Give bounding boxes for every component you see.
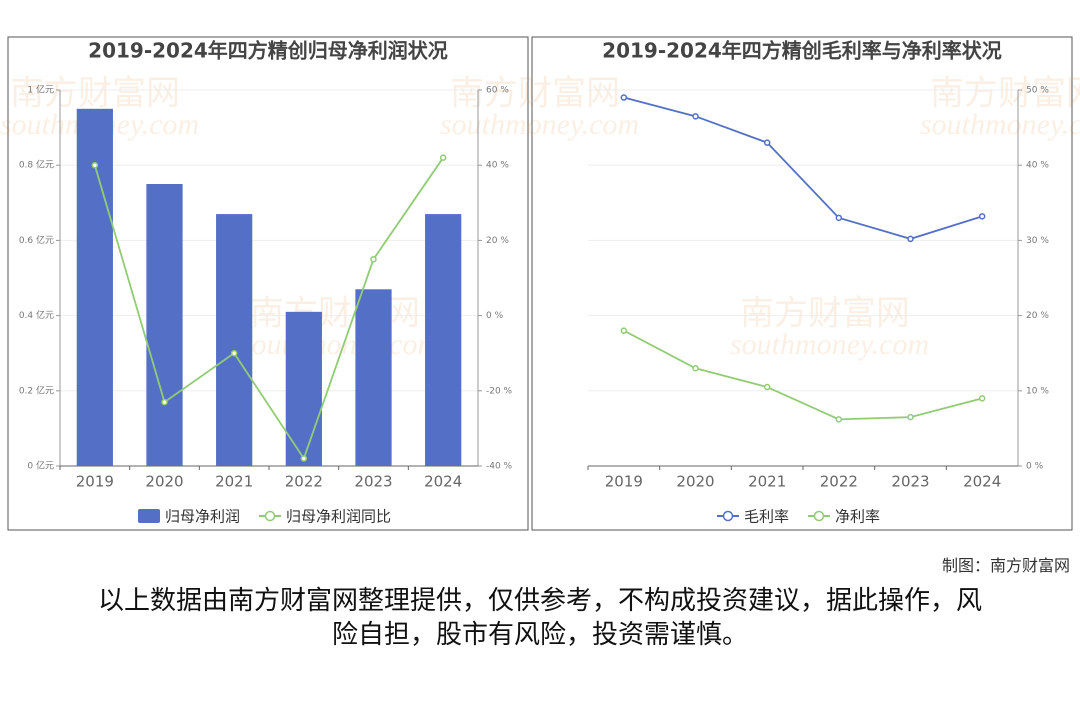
y-tick-label: 0 亿元: [27, 460, 54, 472]
point: [907, 413, 914, 421]
point: [91, 161, 99, 169]
point: [161, 398, 168, 406]
line: [623, 329, 983, 421]
y-tick-label: 30 %: [1026, 236, 1049, 246]
legend-label: 净利率: [835, 508, 880, 526]
point: [692, 113, 699, 120]
x-tick-label: 2020: [145, 473, 183, 491]
point: [370, 255, 377, 263]
legend-swatch: [813, 510, 825, 522]
y-tick-label: 40 %: [486, 161, 509, 171]
y-tick-label: 60 %: [486, 86, 509, 96]
point: [620, 94, 628, 101]
disclaimer-line: 险自担，股市有风险，投资需谨慎。: [331, 620, 748, 650]
charts: 南方财富网southmoney.com南方财富网southmoney.com南方…: [0, 36, 1080, 531]
legend-swatch: [138, 509, 160, 523]
y-tick-label: 1 亿元: [27, 84, 54, 96]
x-tick-label: 2019: [76, 473, 114, 491]
x-tick-label: 2023: [891, 473, 929, 491]
bar: [425, 214, 462, 466]
x-tick-label: 2024: [963, 473, 1001, 491]
point: [763, 383, 771, 391]
disclaimer-line: 以上数据由南方财富网整理提供，仅供参考，不构成投资建议，据此操作，风: [97, 586, 982, 616]
y-tick-label: -40 %: [486, 462, 513, 472]
legend-label: 毛利率: [744, 508, 789, 526]
x-tick-label: 2023: [354, 473, 392, 491]
chart-frame: [531, 36, 1073, 531]
bar: [216, 214, 253, 466]
x-tick-label: 2020: [676, 473, 714, 491]
x-tick-label: 2022: [285, 473, 323, 491]
point: [978, 213, 986, 220]
y-tick-label: 0 %: [486, 311, 504, 321]
x-tick-label: 2022: [820, 473, 858, 491]
point: [978, 395, 986, 402]
x-tick-label: 2024: [424, 473, 462, 491]
watermark: southmoney.com: [730, 328, 929, 361]
y-tick-label: 0.4 亿元: [19, 309, 54, 321]
y-tick-label: 0.2 亿元: [19, 384, 54, 396]
chart-title: 2019-2024年四方精创毛利率与净利率状况: [602, 39, 1002, 63]
y-tick-label: 20 %: [1026, 311, 1049, 321]
legend-swatch: [264, 510, 276, 522]
x-tick-label: 2021: [748, 473, 786, 491]
watermark: southmoney.com: [440, 108, 639, 141]
y-tick-label: 50 %: [1026, 86, 1049, 96]
chart-title: 2019-2024年四方精创归母净利润状况: [88, 39, 448, 63]
point: [230, 349, 238, 357]
point: [439, 154, 447, 161]
y-tick-label: 0 %: [1026, 462, 1044, 472]
line: [93, 157, 444, 461]
bar: [355, 289, 392, 466]
legend-swatch: [722, 510, 734, 522]
watermark: 南方财富网: [740, 294, 910, 334]
chart-frame: [7, 36, 529, 531]
y-tick-label: 20 %: [486, 236, 509, 246]
point: [835, 416, 843, 423]
point: [300, 455, 308, 462]
y-tick-label: 10 %: [1026, 386, 1049, 396]
point: [835, 214, 843, 222]
y-tick-label: 0.6 亿元: [19, 234, 54, 246]
y-tick-label: 40 %: [1026, 161, 1049, 171]
y-tick-label: -20 %: [486, 386, 513, 396]
watermark: 南方财富网: [250, 294, 420, 334]
line: [623, 96, 983, 240]
x-tick-label: 2019: [605, 473, 643, 491]
credit: 制图：南方财富网: [941, 556, 1070, 575]
point: [763, 139, 771, 146]
point: [692, 364, 699, 372]
y-tick-label: 0.8 亿元: [19, 159, 54, 171]
legend-label: 归母净利润同比: [286, 508, 391, 526]
point: [620, 327, 628, 334]
legend-label: 归母净利润: [165, 508, 240, 526]
bar: [285, 311, 322, 466]
x-tick-label: 2021: [215, 473, 253, 491]
watermark: 南方财富网: [10, 74, 180, 114]
point: [907, 235, 914, 243]
bar: [146, 184, 183, 466]
watermark: southmoney.com: [920, 108, 1080, 141]
watermarks: 南方财富网southmoney.com南方财富网southmoney.com南方…: [0, 74, 1080, 361]
watermark: 南方财富网: [930, 74, 1080, 114]
